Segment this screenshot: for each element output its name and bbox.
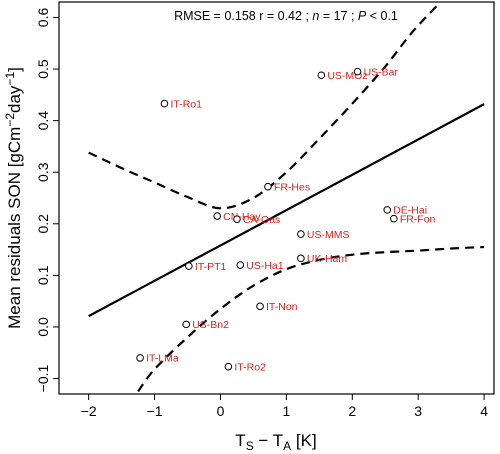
data-point <box>136 354 144 362</box>
plot-frame <box>58 1 495 395</box>
point-label: DE-Hai <box>393 205 427 217</box>
x-tick-label: 2 <box>348 403 356 419</box>
y-tick-label: −0.1 <box>35 364 51 392</box>
ci-upper-curve <box>88 3 439 210</box>
x-axis-title: TS − TA [K] <box>235 431 316 453</box>
data-point <box>213 212 221 220</box>
data-point <box>317 71 326 80</box>
x-axis: −2 −1 0 1 2 3 4 <box>81 394 488 419</box>
stats-annotation: RMSE = 0.158 r = 0.42 ; n = 17 ; P < 0.1 <box>174 9 398 23</box>
ci-lower-curve <box>137 245 485 393</box>
point-label: UK-Ham <box>307 253 348 265</box>
data-point <box>233 215 241 223</box>
point-label: IT-PT1 <box>195 261 227 273</box>
point-label: IT-LMa <box>146 353 179 365</box>
y-tick-label: 0.6 <box>35 8 51 28</box>
data-point <box>160 99 169 108</box>
y-axis-title: Mean residuals SON [gCm−2day−1] <box>3 67 24 329</box>
x-tick-label: 4 <box>480 403 488 419</box>
point-label: US-Bn2 <box>192 319 229 331</box>
x-tick-label: 0 <box>217 403 225 419</box>
y-axis: −0.1 0.0 0.1 0.2 0.3 0.4 0.5 0.6 <box>35 8 59 392</box>
point-label: CA-Oas <box>243 214 280 226</box>
data-point <box>264 182 272 191</box>
point-label: US-Bar <box>364 66 399 78</box>
data-point <box>297 230 305 238</box>
regression-line <box>88 103 485 318</box>
x-tick-label: −2 <box>81 403 97 419</box>
point-label: IT-Ro2 <box>234 361 266 373</box>
point-label: CN-Hay <box>223 211 261 223</box>
x-tick-label: 3 <box>414 403 422 419</box>
y-tick-label: 0.1 <box>35 265 51 285</box>
data-point <box>297 254 305 263</box>
x-tick-label: −1 <box>147 403 163 419</box>
y-tick-label: 0.5 <box>35 59 51 79</box>
point-label: FR-Hes <box>274 181 310 193</box>
point-label: US-Ha1 <box>246 260 284 272</box>
data-point <box>390 214 398 223</box>
y-tick-label: 0.3 <box>35 162 51 182</box>
y-tick-label: 0.2 <box>35 214 51 234</box>
data-point <box>353 67 362 76</box>
x-tick-label: 1 <box>282 403 290 419</box>
point-label: US-MOz <box>327 70 367 82</box>
point-label: IT-Non <box>266 301 298 313</box>
data-point <box>224 362 233 371</box>
data-point <box>182 320 191 329</box>
data-point <box>185 262 193 270</box>
data-point <box>236 261 245 269</box>
y-tick-label: 0.4 <box>35 111 51 131</box>
point-label: FR-Fon <box>400 213 436 225</box>
y-tick-label: 0.0 <box>35 317 51 337</box>
point-label: IT-Ro1 <box>170 98 202 110</box>
point-label: US-MMS <box>307 229 350 241</box>
data-point <box>383 206 392 214</box>
data-point <box>256 302 264 311</box>
